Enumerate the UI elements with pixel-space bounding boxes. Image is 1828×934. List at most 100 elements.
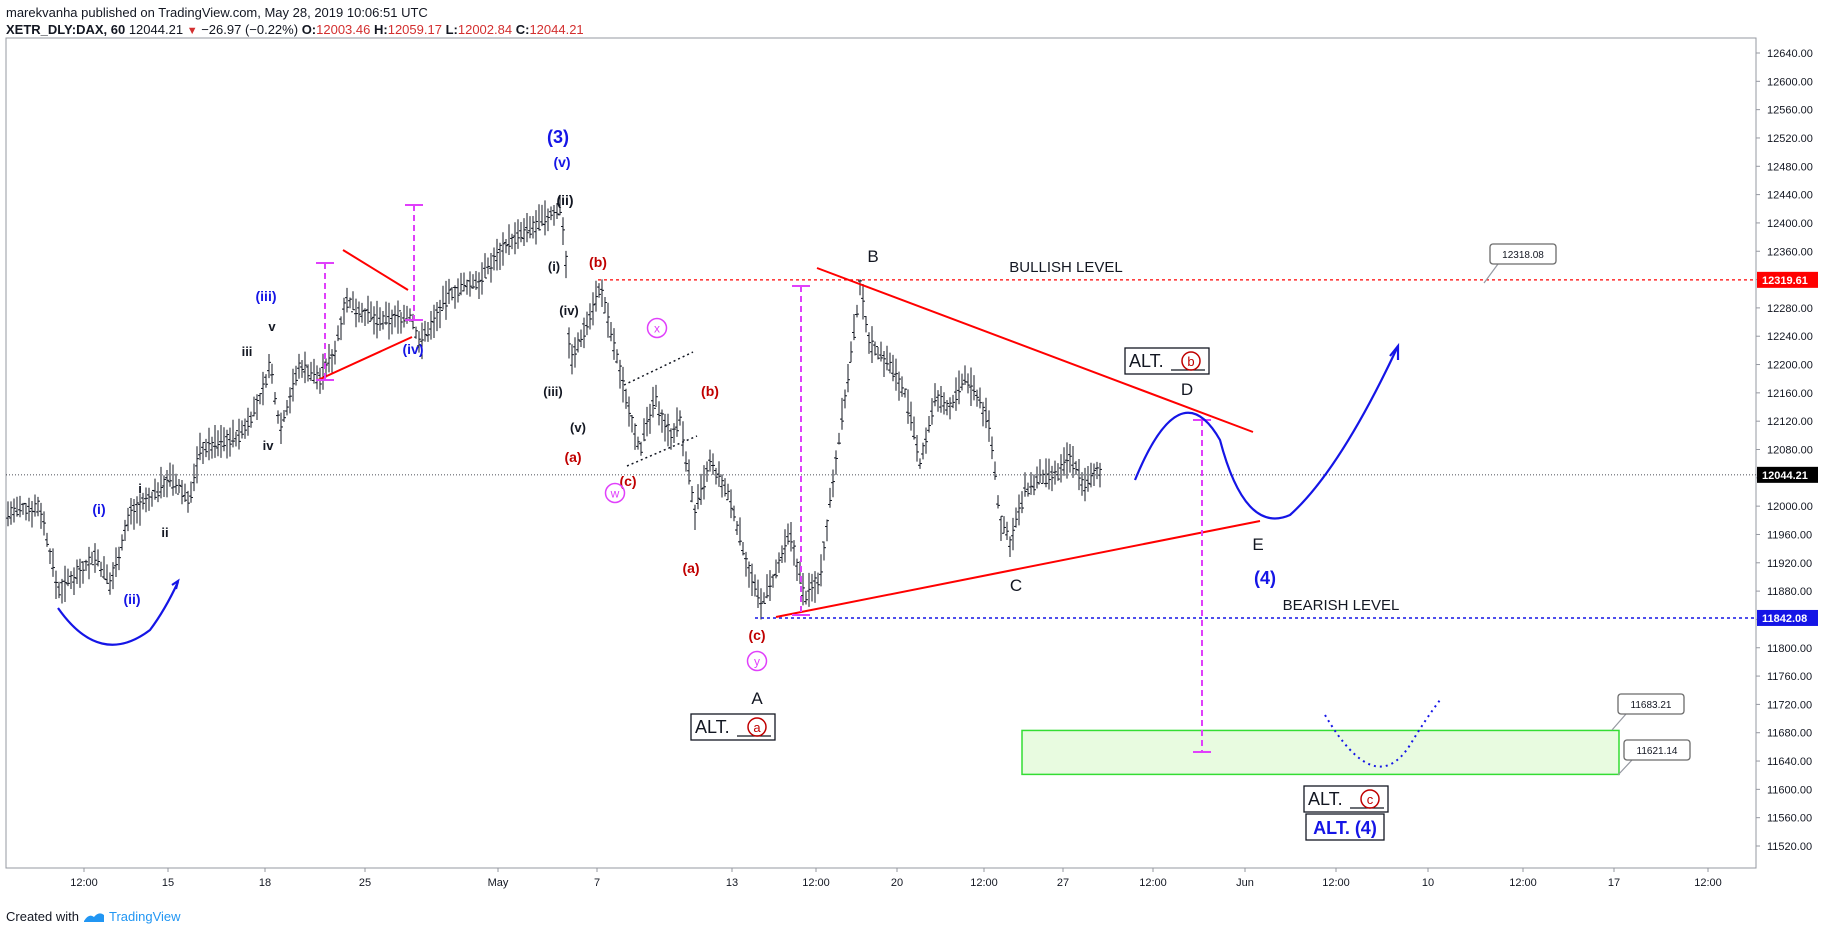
alt4-box xyxy=(1305,813,1385,841)
y-tick-label: 11880.00 xyxy=(1767,586,1812,598)
wave-label-black: ii xyxy=(161,525,168,540)
wave-label-blue: (iv) xyxy=(403,341,424,357)
x-tick-label: 18 xyxy=(259,877,271,889)
wave-label-black: (ii) xyxy=(556,192,573,208)
wedge-lower-line xyxy=(317,336,413,381)
open-value: 12003.46 xyxy=(316,22,371,37)
wave-label-black: (v) xyxy=(570,420,586,435)
y-tick-label: 11760.00 xyxy=(1767,671,1812,683)
wave-label-red: (b) xyxy=(701,383,719,399)
callout-pointer xyxy=(1483,263,1499,284)
alt-circle-label: a xyxy=(753,720,761,735)
y-tick-label: 11960.00 xyxy=(1767,529,1812,541)
x-tick-label: 12:00 xyxy=(70,877,98,889)
price-callout-label: 11621.14 xyxy=(1637,746,1678,757)
alt-box-label: ALT. xyxy=(695,717,730,737)
price-axis: 12640.00 12600.00 12560.00 12520.00 12480.00… xyxy=(1756,48,1813,853)
wave-label-black: iv xyxy=(263,438,275,453)
wedge-upper-line xyxy=(342,249,409,291)
x-tick-label: 13 xyxy=(726,877,738,889)
price-callout xyxy=(1489,243,1557,265)
price-marker xyxy=(1757,271,1818,288)
y-tick-label: 11920.00 xyxy=(1767,558,1812,570)
wave-label-red: (c) xyxy=(619,473,636,489)
x-tick-label: 12:00 xyxy=(1509,877,1537,889)
last-price: 12044.21 xyxy=(128,22,184,37)
wave-label-black: v xyxy=(268,319,276,334)
wave-label-blue: (i) xyxy=(92,501,105,517)
alt-circle xyxy=(1181,351,1201,371)
y-tick-label: 12600.00 xyxy=(1767,76,1813,88)
created-with-label: Created with xyxy=(6,909,79,924)
circled-wave-label: y xyxy=(754,655,760,669)
x-tick-label: 12:00 xyxy=(1322,877,1350,889)
x-tick-label: 12:00 xyxy=(802,877,830,889)
circled-wave-marker xyxy=(604,482,626,504)
price-marker-label: 11842.08 xyxy=(1762,613,1807,625)
price-callout xyxy=(1617,693,1685,715)
wave-label-black: B xyxy=(867,247,878,266)
alt-circle xyxy=(1360,789,1380,809)
x-tick-label: 12:00 xyxy=(1694,877,1722,889)
y-tick-label: 12160.00 xyxy=(1767,388,1813,400)
wave-label-red: (b) xyxy=(589,254,607,270)
y-tick-label: 12560.00 xyxy=(1767,105,1813,117)
chart-header: marekvanha published on TradingView.com,… xyxy=(6,4,584,40)
level-label: BEARISH LEVEL xyxy=(1283,597,1400,614)
y-tick-label: 11800.00 xyxy=(1767,643,1812,655)
wave-label-blue: (v) xyxy=(553,154,570,170)
close-value: 12044.21 xyxy=(529,22,584,37)
footer: Created with TradingView xyxy=(6,909,181,924)
y-tick-label: 12080.00 xyxy=(1767,445,1813,457)
alt-box-label: ALT. xyxy=(1308,789,1343,809)
circled-wave-marker xyxy=(746,650,768,672)
alt-box-label: ALT. xyxy=(1129,351,1164,371)
price-marker-label: 12319.61 xyxy=(1762,275,1808,287)
callout-pointer xyxy=(1611,713,1627,731)
wave-label-black: A xyxy=(751,689,763,708)
price-callout-label: 12318.08 xyxy=(1502,250,1544,261)
symbol-label: XETR_DLY:DAX, 60 xyxy=(6,22,126,37)
wave-label-blue: (4) xyxy=(1254,568,1276,588)
x-tick-label: May xyxy=(488,877,509,889)
arrow-head-icon xyxy=(1389,342,1400,360)
y-tick-label: 12000.00 xyxy=(1767,501,1813,513)
price-marker xyxy=(1757,609,1818,626)
x-tick-label: 15 xyxy=(162,877,174,889)
x-tick-label: Jun xyxy=(1236,877,1254,889)
price-marker-label: 12044.21 xyxy=(1762,470,1808,482)
tradingview-link[interactable]: TradingView xyxy=(108,909,181,924)
y-tick-label: 12240.00 xyxy=(1767,331,1813,343)
y-tick-label: 12400.00 xyxy=(1767,218,1813,230)
blue-curve-start xyxy=(57,581,179,646)
wave-label-black: i xyxy=(138,481,142,496)
wave-label-blue: (iii) xyxy=(256,288,277,304)
y-tick-label: 11640.00 xyxy=(1767,756,1812,768)
time-axis: 12:00 15 18 25 May 7 13 12:00 20 12:00 27 12:00 Jun 1… xyxy=(70,868,1722,889)
y-tick-label: 12520.00 xyxy=(1767,133,1813,145)
y-tick-label: 12640.00 xyxy=(1767,48,1813,60)
y-tick-label: 11720.00 xyxy=(1767,699,1812,711)
wave-label-black: (iv) xyxy=(559,303,579,318)
ohlc-line: XETR_DLY:DAX, 60 12044.21 ▼ −26.97 (−0.2… xyxy=(6,21,584,40)
x-tick-label: 25 xyxy=(359,877,371,889)
y-tick-label: 11680.00 xyxy=(1767,728,1812,740)
wave-label-black: (i) xyxy=(548,259,560,274)
y-tick-label: 11560.00 xyxy=(1767,813,1812,825)
blue-dotted-forecast xyxy=(1324,699,1441,768)
circled-wave-label: x xyxy=(654,322,660,336)
close-label: C: xyxy=(515,22,530,37)
alt4-label: ALT. (4) xyxy=(1313,818,1377,838)
y-tick-label: 11520.00 xyxy=(1767,841,1812,853)
y-tick-label: 12120.00 xyxy=(1767,416,1813,428)
callout-pointer xyxy=(1617,759,1633,776)
level-label: BULLISH LEVEL xyxy=(1009,259,1122,276)
price-callout-label: 11683.21 xyxy=(1631,700,1672,711)
price-callout xyxy=(1623,739,1691,761)
wave-label-blue: (ii) xyxy=(123,591,140,607)
wave-label-black: iii xyxy=(242,344,253,359)
x-tick-label: 20 xyxy=(891,877,903,889)
wave-label-black: D xyxy=(1181,380,1193,399)
publish-line: marekvanha published on TradingView.com,… xyxy=(6,5,428,20)
